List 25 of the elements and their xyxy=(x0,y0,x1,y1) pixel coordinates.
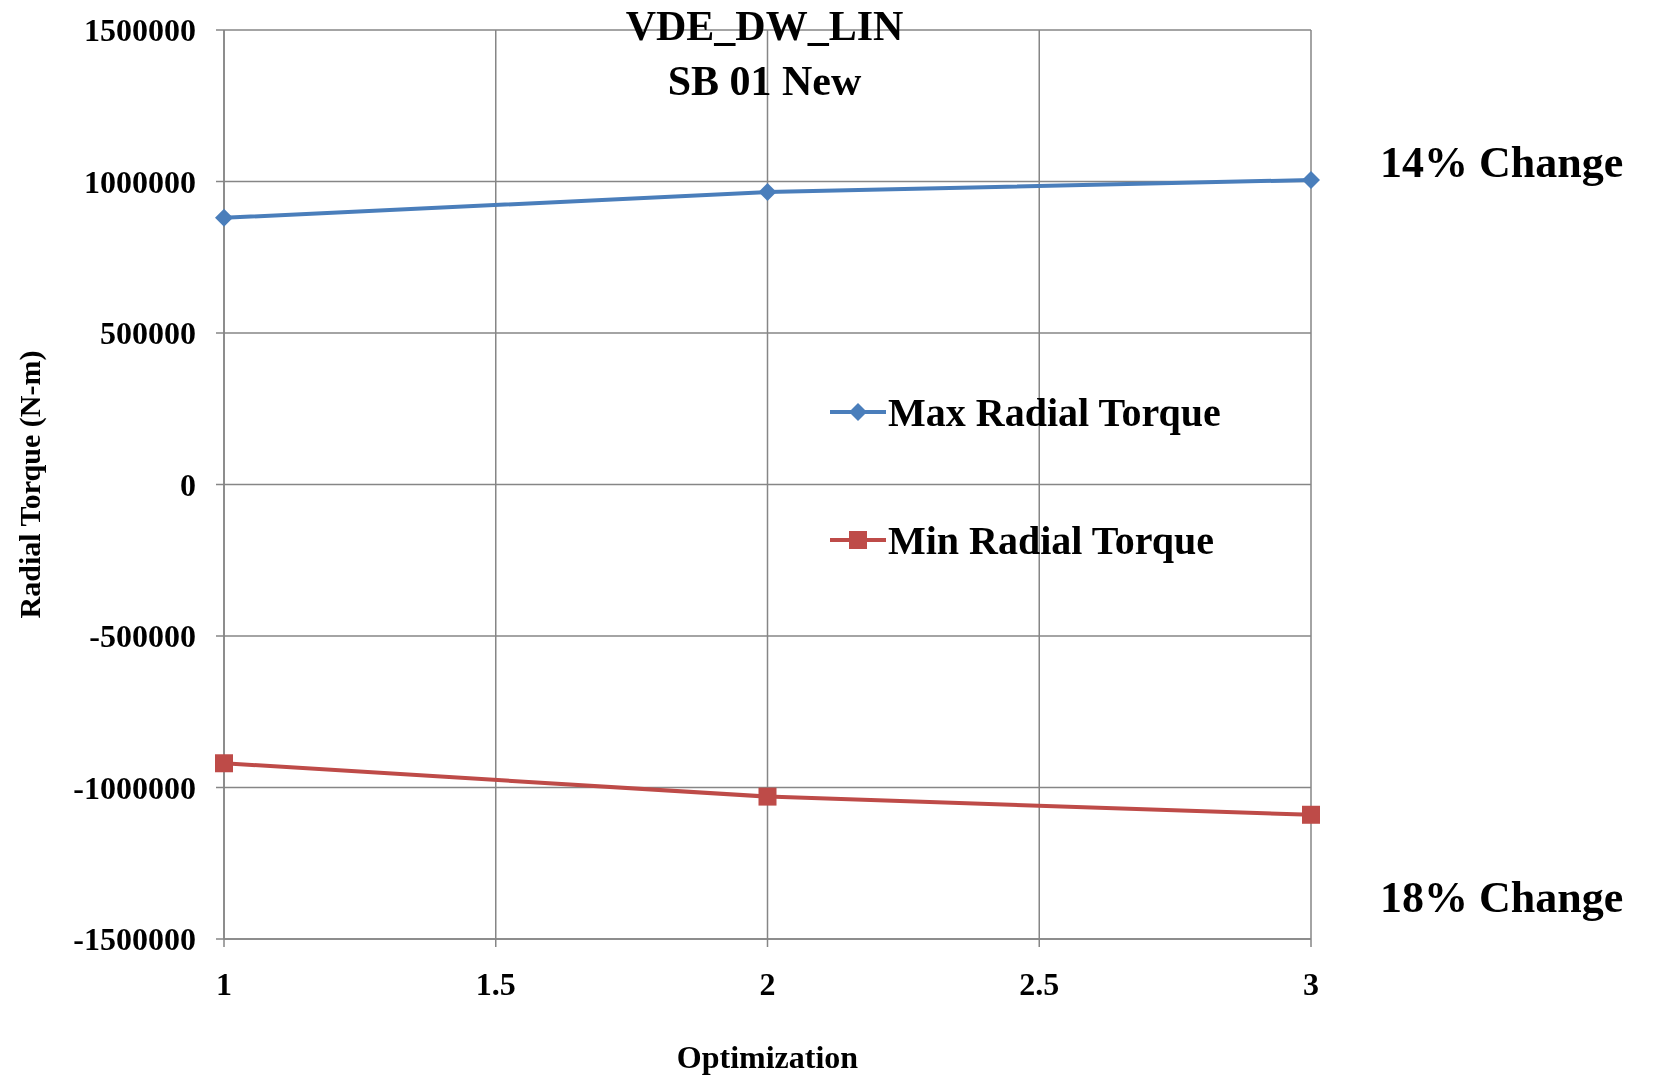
x-axis-title: Optimization xyxy=(676,1039,859,1075)
y-tick-label: 1000000 xyxy=(84,163,196,200)
text: 18% Change xyxy=(1380,873,1624,922)
y-tick-label: -1000000 xyxy=(73,769,196,806)
x-tick-label: 2.5 xyxy=(1019,966,1060,1002)
text: 14% Change xyxy=(1380,138,1624,187)
chart-title: VDE_DW_LIN SB 01 New xyxy=(625,3,904,104)
y-tick-label: 0 xyxy=(180,466,196,503)
y-tick-label: 1500000 xyxy=(84,12,196,49)
point xyxy=(215,208,233,227)
x-tick-label: 1.5 xyxy=(475,966,516,1002)
point xyxy=(758,787,777,806)
x-tick-label: 1 xyxy=(216,966,232,1002)
x-tick-label: 3 xyxy=(1303,966,1319,1002)
point xyxy=(758,183,777,202)
legend-label: Max Radial Torque xyxy=(888,390,1221,435)
y-tick-label: 500000 xyxy=(100,315,196,352)
y-tick-label: -1500000 xyxy=(73,921,196,958)
point xyxy=(215,754,233,773)
point xyxy=(1302,805,1320,824)
y-axis-title: Radial Torque (N-m) xyxy=(13,350,47,619)
point xyxy=(1302,170,1320,189)
x-tick-label: 2 xyxy=(759,966,776,1002)
legend-label: Min Radial Torque xyxy=(888,518,1215,563)
y-tick-label: -500000 xyxy=(89,618,196,655)
